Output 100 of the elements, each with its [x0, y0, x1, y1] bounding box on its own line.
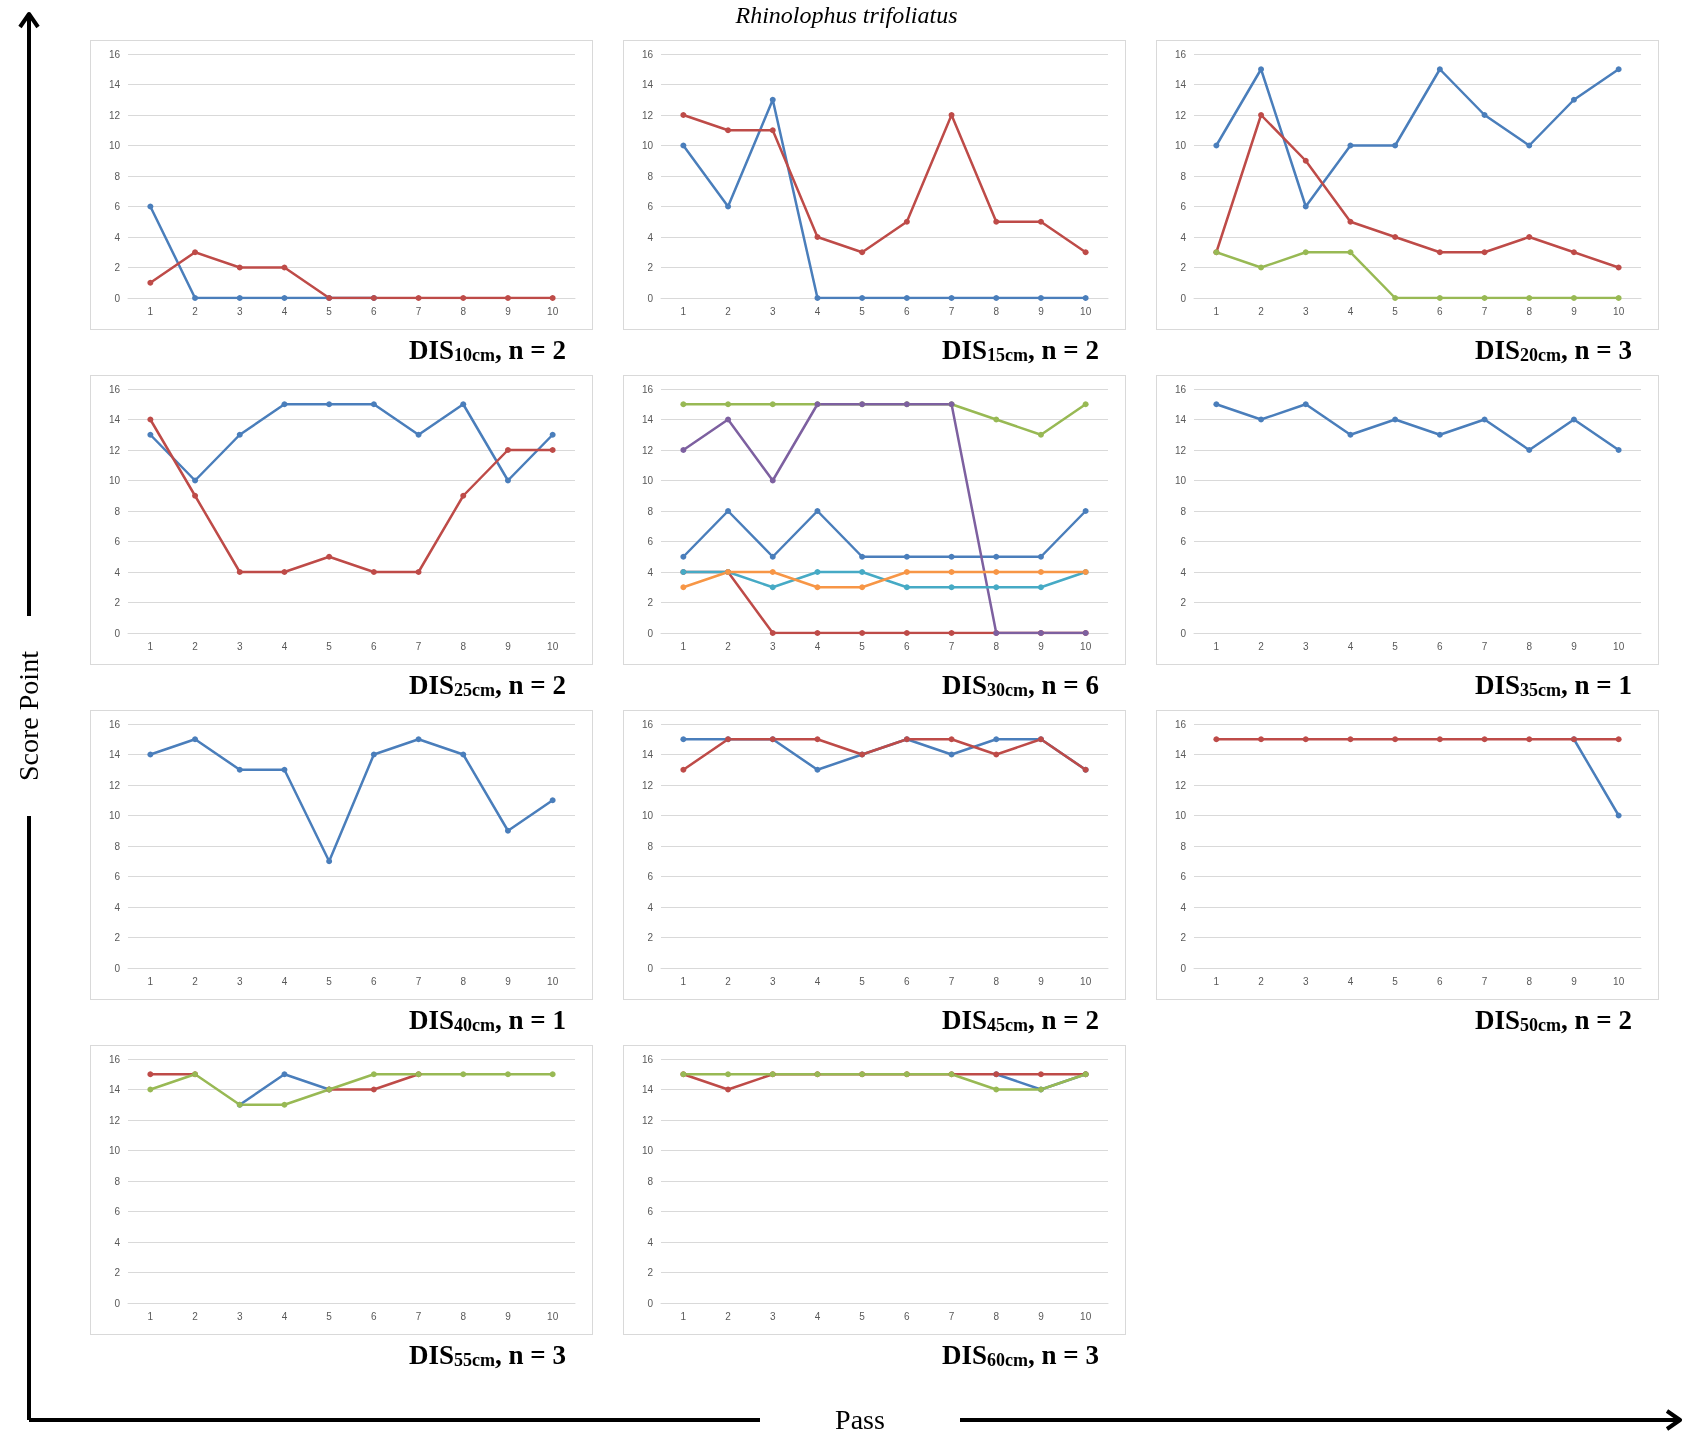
- y-tick-label: 8: [1180, 170, 1187, 182]
- y-tick-label: 10: [1174, 475, 1187, 486]
- y-tick-label: 14: [641, 79, 654, 90]
- x-tick-label: 9: [1571, 975, 1578, 987]
- x-tick-label: 2: [192, 305, 199, 317]
- x-tick-label: 1: [147, 305, 154, 317]
- y-tick-label: 16: [108, 48, 121, 60]
- y-tick-label: 2: [647, 597, 654, 608]
- text: DIS60cm, n = 3: [942, 1339, 1099, 1370]
- x-tick-label: 9: [1038, 975, 1045, 987]
- x-tick-label: 3: [1302, 975, 1309, 987]
- x-tick-label: 3: [769, 1310, 776, 1322]
- x-tick-label: 1: [1213, 640, 1220, 652]
- y-tick-label: 16: [1174, 383, 1187, 395]
- x-tick-label: 4: [281, 305, 288, 317]
- x-tick-label: 9: [1571, 640, 1578, 652]
- y-tick-label: 6: [114, 1206, 121, 1217]
- y-tick-label: 0: [114, 627, 121, 639]
- x-tick-label: 6: [1437, 975, 1444, 987]
- y-tick-label: 0: [647, 1297, 654, 1309]
- x-tick-label: 4: [1347, 305, 1354, 317]
- y-tick-label: 10: [1174, 810, 1187, 821]
- text: DIS45cm, n = 2: [942, 1004, 1099, 1035]
- x-tick-label: 3: [236, 640, 243, 652]
- x-tick-label: 1: [680, 975, 687, 987]
- x-tick-label: 5: [1392, 305, 1399, 317]
- x-tick-label: 5: [1392, 975, 1399, 987]
- y-tick-label: 12: [1174, 444, 1187, 456]
- y-tick-label: 14: [108, 414, 121, 425]
- x-tick-label: 9: [505, 975, 512, 987]
- y-tick-label: 2: [114, 1267, 121, 1278]
- y-tick-label: 14: [1174, 749, 1187, 760]
- y-tick-label: 6: [1180, 201, 1187, 212]
- x-tick-label: 9: [505, 640, 512, 652]
- y-tick-label: 0: [1180, 292, 1187, 304]
- y-tick-label: 8: [647, 840, 654, 852]
- text: DIS40cm, n = 1: [409, 1004, 566, 1035]
- y-tick-label: 0: [647, 627, 654, 639]
- x-tick-label: 7: [415, 640, 422, 652]
- y-tick-label: 10: [108, 140, 121, 151]
- y-tick-label: 0: [114, 292, 121, 304]
- x-tick-label: 7: [1481, 640, 1488, 652]
- y-tick-label: 4: [114, 566, 121, 578]
- x-tick-label: 4: [1347, 640, 1354, 652]
- x-tick-label: 8: [993, 305, 1000, 317]
- x-tick-label: 8: [460, 305, 467, 317]
- x-tick-label: 4: [814, 305, 821, 317]
- x-tick-label: 10: [1080, 640, 1092, 652]
- y-tick-label: 12: [108, 109, 121, 121]
- y-tick-label: 16: [108, 383, 121, 395]
- y-tick-label: 4: [647, 1236, 654, 1248]
- x-tick-label: 1: [147, 1310, 154, 1322]
- x-tick-label: 9: [1038, 640, 1045, 652]
- x-tick-label: 1: [147, 975, 154, 987]
- x-tick-label: 5: [859, 1310, 866, 1322]
- x-tick-label: 3: [236, 975, 243, 987]
- y-tick-label: 12: [641, 109, 654, 121]
- x-tick-label: 10: [1613, 640, 1625, 652]
- y-tick-label: 10: [641, 475, 654, 486]
- text: Rhinolophus trifoliatus: [734, 2, 959, 29]
- x-tick-label: 1: [680, 305, 687, 317]
- y-tick-label: 12: [641, 444, 654, 456]
- y-tick-label: 4: [647, 901, 654, 913]
- x-tick-label: 1: [147, 640, 154, 652]
- y-tick-label: 6: [1180, 871, 1187, 882]
- y-tick-label: 6: [114, 201, 121, 212]
- y-tick-label: 12: [641, 779, 654, 791]
- x-tick-label: 2: [725, 1310, 732, 1322]
- y-tick-label: 6: [647, 201, 654, 212]
- x-tick-label: 4: [281, 1310, 288, 1322]
- y-tick-label: 10: [1174, 140, 1187, 151]
- y-tick-label: 8: [647, 505, 654, 517]
- y-tick-label: 6: [114, 871, 121, 882]
- x-tick-label: 6: [371, 305, 378, 317]
- x-tick-label: 8: [1526, 305, 1533, 317]
- x-tick-label: 6: [1437, 305, 1444, 317]
- x-tick-label: 6: [904, 975, 911, 987]
- y-tick-label: 12: [108, 444, 121, 456]
- x-tick-label: 8: [460, 975, 467, 987]
- x-tick-label: 6: [371, 1310, 378, 1322]
- x-tick-label: 5: [326, 1310, 333, 1322]
- x-tick-label: 7: [1481, 975, 1488, 987]
- x-tick-label: 5: [859, 640, 866, 652]
- x-tick-label: 2: [1258, 305, 1265, 317]
- y-tick-label: 0: [647, 962, 654, 974]
- x-tick-label: 1: [1213, 305, 1220, 317]
- y-tick-label: 8: [114, 505, 121, 517]
- y-tick-label: 6: [647, 536, 654, 547]
- y-tick-label: 16: [1174, 48, 1187, 60]
- text: DIS10cm, n = 2: [409, 334, 566, 365]
- x-tick-label: 10: [1080, 975, 1092, 987]
- y-tick-label: 12: [641, 1114, 654, 1126]
- y-tick-label: 14: [108, 1084, 121, 1095]
- y-tick-label: 4: [114, 1236, 121, 1248]
- y-tick-label: 2: [114, 597, 121, 608]
- x-tick-label: 3: [1302, 305, 1309, 317]
- y-tick-label: 8: [114, 840, 121, 852]
- y-tick-label: 16: [1174, 718, 1187, 730]
- x-tick-label: 1: [680, 640, 687, 652]
- x-tick-label: 5: [326, 305, 333, 317]
